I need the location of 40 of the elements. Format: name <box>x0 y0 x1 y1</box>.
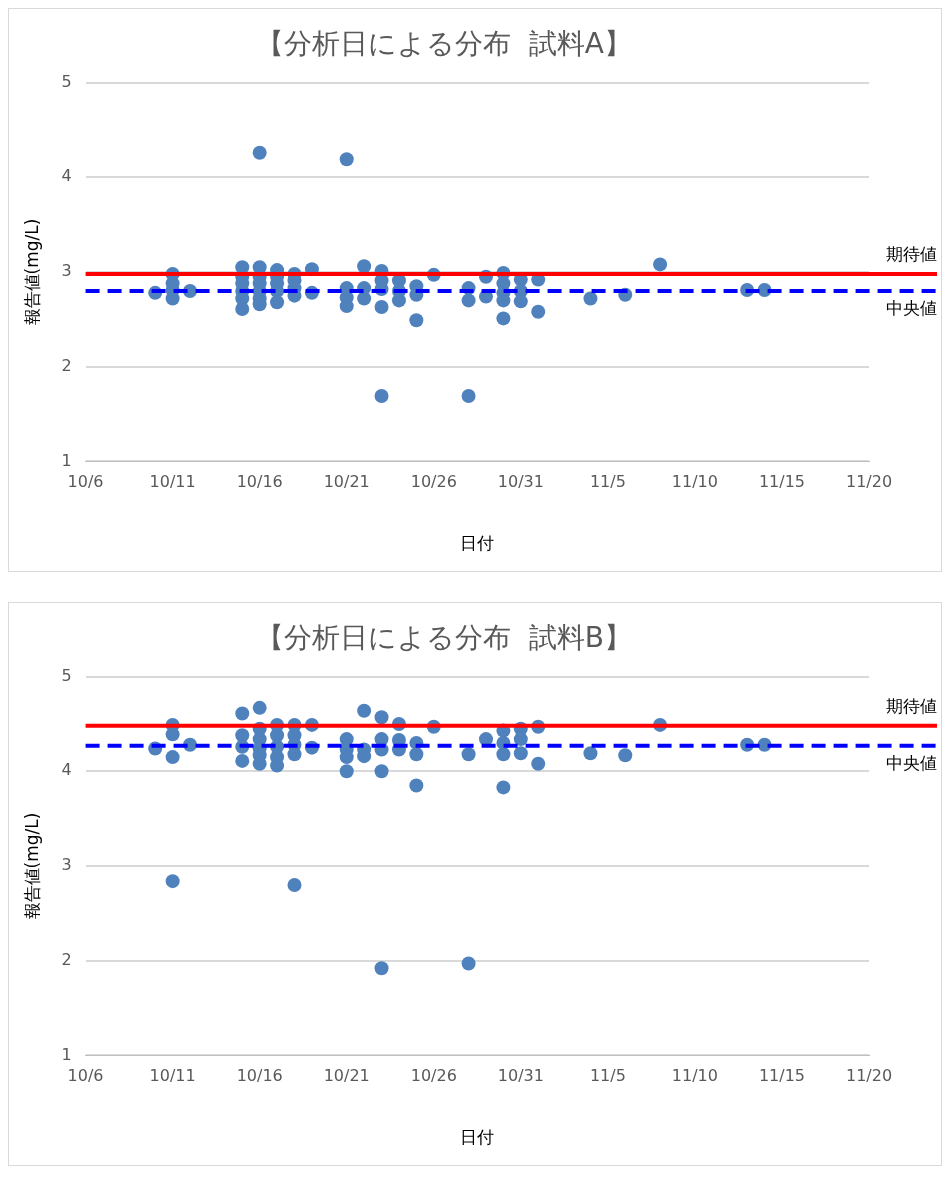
x-tick-label: 10/21 <box>323 1066 370 1086</box>
x-tick-label: 10/16 <box>236 1066 283 1086</box>
y-tick-label: 1 <box>61 1044 72 1064</box>
y-axis-title: 報告値(mg/L) <box>21 812 42 920</box>
x-tick-label: 11/10 <box>671 472 718 492</box>
x-tick-label: 11/10 <box>671 1066 718 1086</box>
x-tick-label: 10/21 <box>323 472 370 492</box>
x-tick-label: 10/6 <box>67 472 104 492</box>
x-axis-title: 日付 <box>460 1127 495 1148</box>
x-tick-label: 10/11 <box>149 472 196 492</box>
x-axis-title: 日付 <box>460 533 495 554</box>
x-tick-label: 11/20 <box>845 472 893 492</box>
y-tick-label: 2 <box>61 949 72 969</box>
chart-title: 【分析日による分布 試料A】 <box>256 27 632 61</box>
x-tick-label: 11/15 <box>758 472 806 492</box>
x-tick-label: 10/6 <box>67 1066 104 1086</box>
chart-title: 【分析日による分布 試料B】 <box>255 621 633 655</box>
x-tick-label: 10/26 <box>410 1066 457 1086</box>
y-tick-label: 3 <box>61 261 72 281</box>
y-tick-label: 5 <box>61 665 72 685</box>
y-tick-label: 3 <box>61 855 72 875</box>
y-tick-label: 1 <box>61 450 72 470</box>
ref-line-label: 期待値 <box>886 695 937 716</box>
x-tick-label: 10/11 <box>149 1066 196 1086</box>
x-tick-label: 11/15 <box>758 1066 806 1086</box>
x-tick-label: 10/31 <box>497 472 544 492</box>
y-tick-label: 2 <box>61 355 72 375</box>
x-tick-label: 10/31 <box>497 1066 544 1086</box>
ref-line-label: 期待値 <box>886 243 937 264</box>
x-tick-label: 11/5 <box>589 472 626 492</box>
x-tick-label: 10/16 <box>236 472 283 492</box>
x-tick-label: 11/5 <box>589 1066 626 1086</box>
y-tick-label: 4 <box>61 760 72 780</box>
y-tick-label: 4 <box>61 166 72 186</box>
x-tick-label: 11/20 <box>845 1066 893 1086</box>
ref-line-label: 中央値 <box>886 297 937 318</box>
x-tick-label: 10/26 <box>410 472 457 492</box>
y-axis-title: 報告値(mg/L) <box>21 218 42 326</box>
y-tick-label: 5 <box>61 71 72 91</box>
ref-line-label: 中央値 <box>886 752 937 773</box>
